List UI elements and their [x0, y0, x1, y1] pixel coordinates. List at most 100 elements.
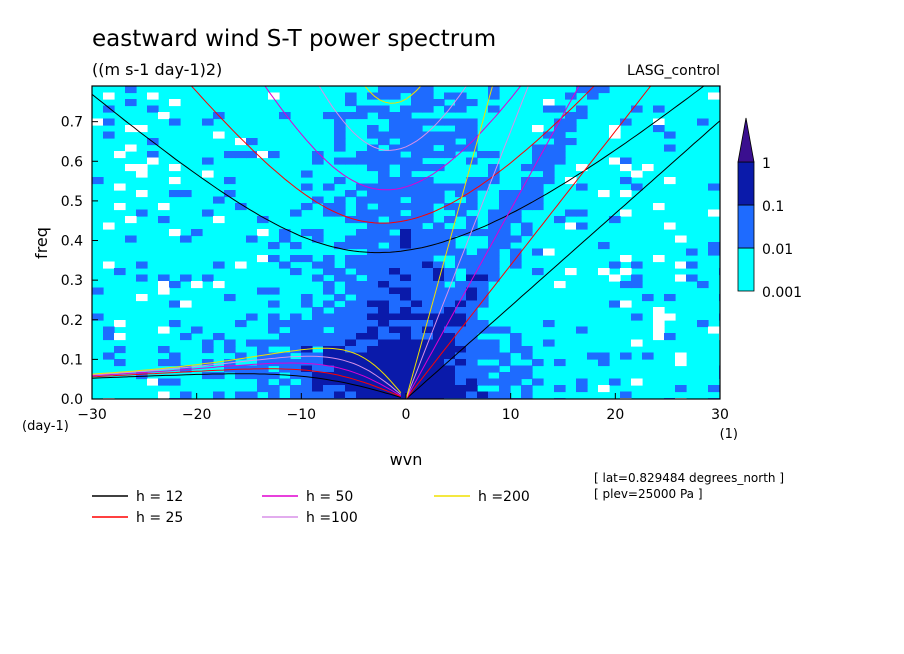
- heatmap-cell: [642, 294, 654, 302]
- heatmap-cell: [664, 294, 676, 302]
- heatmap-cell: [466, 125, 478, 133]
- heatmap-cell: [433, 190, 445, 198]
- heatmap-cell: [334, 359, 346, 367]
- heatmap-cell: [433, 365, 445, 373]
- heatmap-cell: [488, 151, 500, 159]
- heatmap-cell: [202, 346, 214, 354]
- heatmap-cell: [367, 190, 379, 198]
- heatmap-cell: [422, 86, 434, 94]
- heatmap-cell: [543, 248, 555, 256]
- heatmap-cell: [664, 177, 676, 185]
- heatmap-cell: [378, 320, 390, 328]
- heatmap-cell: [301, 378, 313, 386]
- heatmap-cell: [422, 359, 434, 367]
- heatmap-cell: [356, 268, 368, 276]
- heatmap-cell: [191, 281, 203, 289]
- heatmap-cell: [323, 203, 335, 211]
- heatmap-cell: [455, 320, 467, 328]
- heatmap-cell: [389, 112, 401, 120]
- heatmap-cell: [400, 385, 412, 393]
- heatmap-cell: [477, 177, 489, 185]
- heatmap-cell: [301, 333, 313, 341]
- y-tick-label: 0.1: [61, 352, 83, 368]
- heatmap-cell: [411, 372, 423, 380]
- heatmap-cell: [466, 294, 478, 302]
- heatmap-cell: [334, 326, 346, 334]
- heatmap-cell: [444, 118, 456, 126]
- heatmap-cell: [466, 313, 478, 321]
- heatmap-cell: [466, 372, 478, 380]
- heatmap-cell: [422, 333, 434, 341]
- heatmap-cell: [411, 365, 423, 373]
- heatmap-cell: [312, 151, 324, 159]
- heatmap-cell: [499, 209, 511, 217]
- heatmap-cell: [576, 86, 588, 94]
- heatmap-cell: [444, 359, 456, 367]
- y-axis-unit: (day-1): [22, 419, 69, 434]
- heatmap-cell: [389, 242, 401, 250]
- heatmap-cell: [433, 235, 445, 243]
- heatmap-cell: [433, 222, 445, 230]
- heatmap-cell: [125, 164, 137, 172]
- heatmap-cell: [477, 391, 489, 399]
- heatmap-cell: [433, 352, 445, 360]
- heatmap-cell: [510, 203, 522, 211]
- heatmap-cell: [136, 274, 148, 282]
- x-tick-label: 10: [502, 407, 520, 423]
- heatmap-cell: [257, 372, 269, 380]
- heatmap-cell: [400, 125, 412, 133]
- heatmap-cell: [609, 131, 621, 139]
- heatmap-cell: [411, 300, 423, 308]
- heatmap-cell: [444, 385, 456, 393]
- heatmap-cell: [345, 372, 357, 380]
- heatmap-cell: [411, 281, 423, 289]
- heatmap-cell: [422, 216, 434, 224]
- heatmap-cell: [235, 372, 247, 380]
- kelvin-curve: [405, 86, 580, 399]
- plot-area: [91, 85, 721, 400]
- heatmap-cell: [213, 261, 225, 269]
- heatmap-cell: [532, 144, 544, 152]
- heatmap-cell: [411, 190, 423, 198]
- colorbar-label: 1: [762, 156, 771, 172]
- heatmap-cell: [400, 229, 412, 237]
- heatmap-cell: [488, 209, 500, 217]
- heatmap-cell: [389, 385, 401, 393]
- heatmap-cell: [389, 209, 401, 217]
- heatmap-cell: [224, 346, 236, 354]
- heatmap-cell: [422, 385, 434, 393]
- heatmap-cell: [521, 229, 533, 237]
- heatmap-cell: [510, 365, 522, 373]
- heatmap-cell: [433, 391, 445, 399]
- heatmap-cell: [345, 378, 357, 386]
- heatmap-cell: [246, 151, 258, 159]
- heatmap-cell: [114, 183, 126, 191]
- heatmap-cell: [378, 190, 390, 198]
- heatmap-cell: [433, 313, 445, 321]
- heatmap-cell: [323, 352, 335, 360]
- heatmap-cell: [653, 203, 665, 211]
- heatmap-cell: [378, 359, 390, 367]
- heatmap-cell: [290, 313, 302, 321]
- heatmap-cell: [114, 320, 126, 328]
- heatmap-cell: [400, 255, 412, 263]
- heatmap-cell: [389, 346, 401, 354]
- heatmap-cell: [488, 255, 500, 263]
- heatmap-cell: [477, 261, 489, 269]
- heatmap-cell: [224, 294, 236, 302]
- heatmap-cell: [356, 105, 368, 113]
- heatmap-cell: [488, 216, 500, 224]
- heatmap-cell: [653, 326, 665, 334]
- heatmap-cell: [477, 326, 489, 334]
- heatmap-cell: [345, 216, 357, 224]
- heatmap-cell: [411, 144, 423, 152]
- inertia-gravity-curve: [318, 86, 467, 151]
- heatmap-cell: [235, 203, 247, 211]
- heatmap-cell: [400, 281, 412, 289]
- heatmap-cell: [543, 99, 555, 107]
- heatmap-cell: [422, 209, 434, 217]
- heatmap-cell: [422, 242, 434, 250]
- heatmap-cell: [103, 118, 115, 126]
- heatmap-cell: [323, 359, 335, 367]
- heatmap-cell: [620, 352, 632, 360]
